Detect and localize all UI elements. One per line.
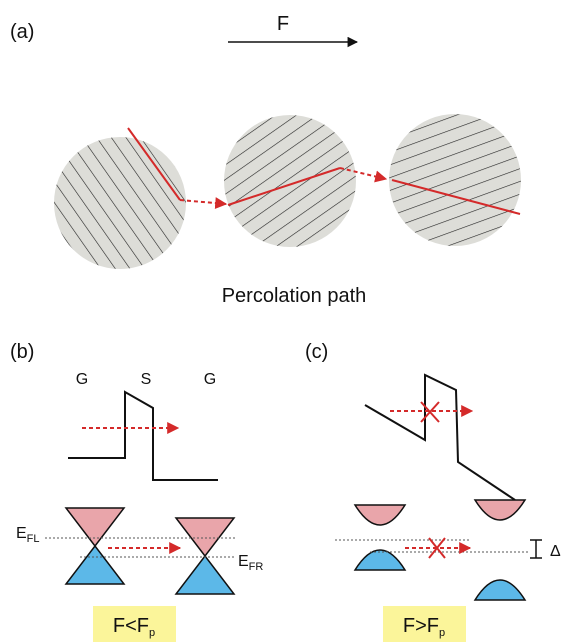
- panel-label: (c): [305, 341, 328, 363]
- region: G: [204, 371, 216, 388]
- region: S: [141, 371, 152, 388]
- cone: [66, 508, 124, 546]
- cone: [176, 518, 234, 556]
- region: G: [76, 371, 88, 388]
- grain: [389, 114, 521, 246]
- condition: F>Fp: [403, 615, 445, 639]
- hop: [180, 200, 226, 204]
- panel-label: (a): [10, 21, 34, 43]
- potential: [365, 375, 515, 500]
- grain: [54, 137, 186, 269]
- band: [355, 505, 405, 525]
- panel-label: (b): [10, 341, 34, 363]
- band: [475, 500, 525, 520]
- condition: F<Fp: [113, 615, 155, 639]
- grain: [224, 115, 356, 247]
- blocked: [421, 402, 439, 422]
- gap-label: Δ: [550, 543, 561, 560]
- fermi-label: EFR: [238, 553, 263, 573]
- cone: [176, 556, 234, 594]
- cone: [66, 546, 124, 584]
- caption: Percolation path: [222, 285, 367, 307]
- gap-bracket: [530, 540, 542, 558]
- potential: [68, 392, 218, 480]
- fermi-label: EFL: [16, 525, 40, 545]
- figure: (a) F Percolation path (b) G S G EFL EFR…: [0, 0, 563, 642]
- field-label: F: [277, 13, 289, 35]
- band: [355, 550, 405, 570]
- band: [475, 580, 525, 600]
